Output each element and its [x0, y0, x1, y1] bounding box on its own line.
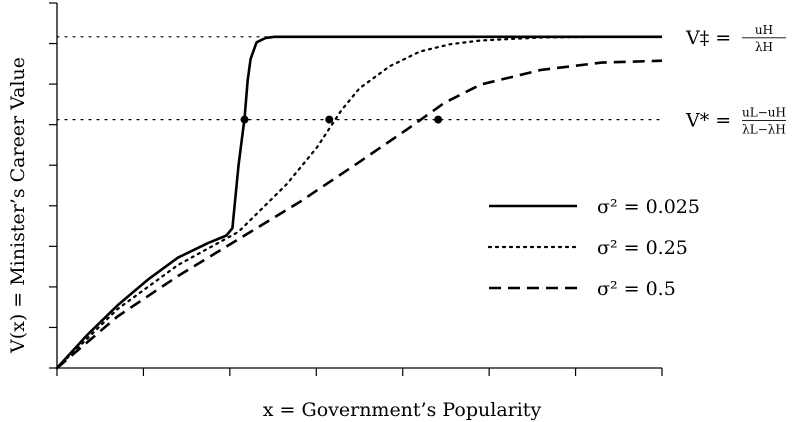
x-axis-title: x = Government’s Popularity	[263, 399, 542, 421]
series-layer	[55, 35, 664, 370]
ref-label-numerator: uH	[755, 23, 773, 37]
ref-label-numerator: uL−uH	[742, 106, 786, 120]
series-line-1	[55, 35, 664, 370]
series-line-2	[56, 59, 663, 369]
markers	[240, 115, 443, 124]
ref-label-V-star: V* = uL−uH λL−λH	[685, 106, 786, 137]
legend: σ² = 0.025 σ² = 0.25 σ² = 0.5	[487, 196, 700, 300]
legend-label-2: σ² = 0.5	[597, 278, 676, 300]
y-axis-title: V(x) = Minister’s Career Value	[7, 57, 29, 354]
ref-label-main: V‡ =	[685, 27, 731, 49]
axes	[49, 2, 663, 376]
ref-label-denominator: λH	[755, 40, 773, 54]
ref-label-main: V* =	[685, 110, 731, 132]
marker-point-2	[434, 115, 443, 124]
legend-label-0: σ² = 0.025	[597, 196, 700, 218]
ref-label-V-double-dagger: V‡ = uH λH	[685, 23, 786, 54]
legend-label-1: σ² = 0.25	[597, 237, 688, 259]
series-line-0	[56, 35, 662, 369]
ref-label-denominator: λL−λH	[742, 123, 786, 137]
marker-point-0	[240, 115, 249, 124]
marker-point-1	[325, 115, 334, 124]
